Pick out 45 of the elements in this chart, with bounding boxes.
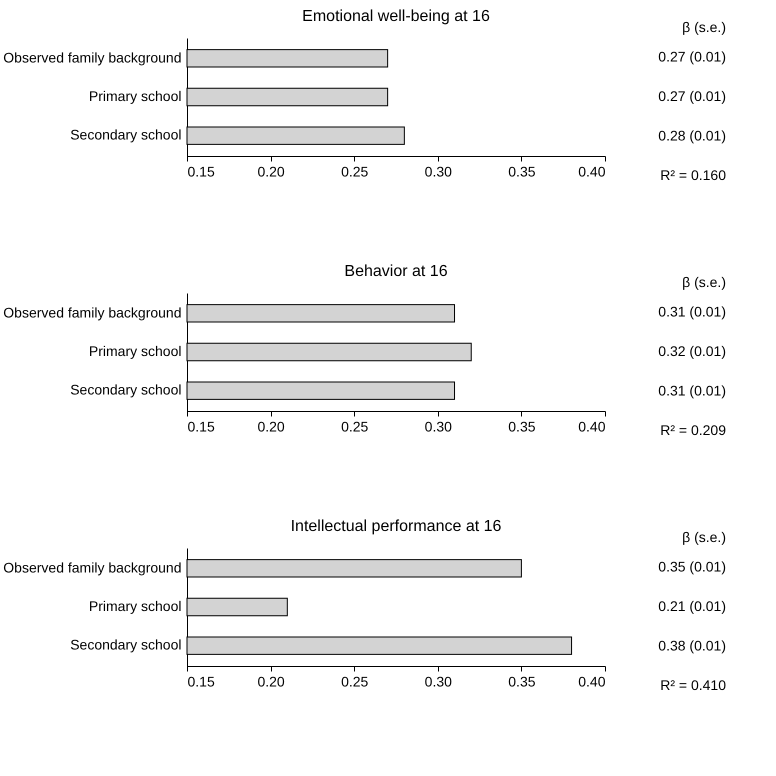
- x-tick-label: 0.20: [257, 418, 285, 434]
- text: β (s.e.): [682, 529, 726, 545]
- text: R² = 0.410: [660, 677, 726, 693]
- x-tick-label: 0.40: [578, 164, 606, 180]
- data-label: 0.28 (0.01): [658, 127, 726, 144]
- chart-title: Emotional well-being at 16: [302, 8, 490, 25]
- chart-title: Intellectual performance at 16: [290, 518, 502, 535]
- x-tick-label: 0.40: [578, 418, 606, 434]
- chart-title: Behavior at 16: [344, 263, 448, 280]
- y-tick-label: Secondary school: [70, 382, 182, 398]
- x-tick-label: 0.20: [257, 674, 285, 690]
- x-tick-label: 0.40: [578, 674, 606, 690]
- x-tick-label: 0.15: [188, 164, 215, 180]
- y-tick-label: Observed family background: [3, 304, 182, 320]
- data-label: 0.38 (0.01): [658, 637, 726, 654]
- data-label: 0.27 (0.01): [658, 88, 726, 104]
- x-tick-label: 0.35: [508, 164, 536, 180]
- x-tick-label: 0.20: [257, 164, 285, 180]
- y-tick-label: Observed family background: [3, 49, 182, 66]
- text: β (s.e.): [682, 274, 726, 290]
- data-label: 0.27 (0.01): [658, 48, 726, 65]
- y-tick-label: Observed family background: [3, 559, 182, 576]
- text: β (s.e.): [682, 19, 726, 35]
- y-tick-label: Secondary school: [70, 126, 182, 143]
- y-tick-label: Primary school: [88, 88, 182, 104]
- data-label: 0.21 (0.01): [658, 598, 726, 614]
- y-tick-label: Primary school: [88, 598, 182, 614]
- text: R² = 0.160: [660, 167, 726, 183]
- x-tick-label: 0.30: [424, 674, 452, 690]
- x-tick-label: 0.35: [508, 674, 536, 690]
- x-tick-label: 0.15: [188, 674, 215, 690]
- x-tick-label: 0.25: [341, 164, 369, 180]
- x-tick-label: 0.25: [341, 418, 369, 434]
- data-label: 0.31 (0.01): [658, 382, 726, 398]
- y-tick-label: Secondary school: [70, 636, 182, 653]
- x-tick-label: 0.25: [341, 674, 369, 690]
- data-label: 0.35 (0.01): [658, 558, 726, 575]
- x-tick-label: 0.35: [508, 418, 536, 434]
- data-label: 0.32 (0.01): [658, 343, 726, 359]
- x-tick-label: 0.30: [424, 418, 452, 434]
- x-tick-label: 0.15: [188, 418, 215, 434]
- data-label: 0.31 (0.01): [658, 304, 726, 320]
- text: R² = 0.209: [660, 422, 726, 438]
- y-tick-label: Primary school: [88, 343, 182, 359]
- x-tick-label: 0.30: [424, 164, 452, 180]
